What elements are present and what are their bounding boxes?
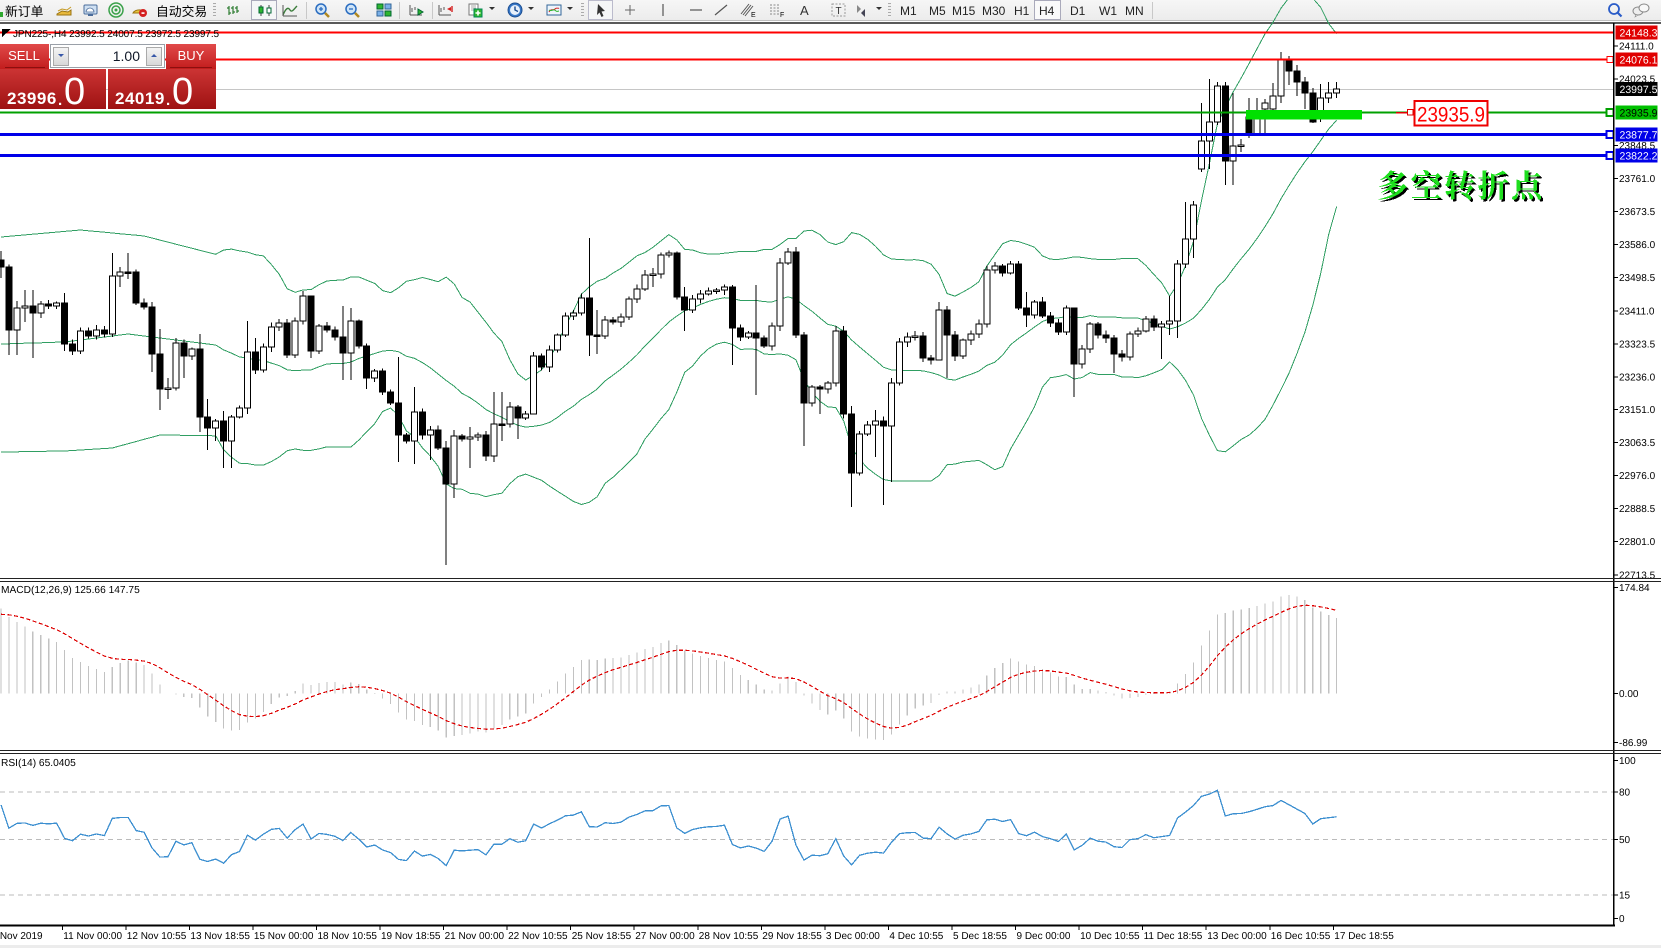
svg-text:23323.5: 23323.5 [1619, 339, 1656, 350]
svg-text:23848.5: 23848.5 [1619, 141, 1656, 152]
svg-text:23586.0: 23586.0 [1619, 240, 1656, 251]
svg-text:23673.5: 23673.5 [1619, 207, 1656, 218]
svg-text:23498.5: 23498.5 [1619, 273, 1656, 284]
svg-text:23761.0: 23761.0 [1619, 174, 1656, 185]
svg-text:F: F [780, 12, 784, 19]
svg-text:23997.5: 23997.5 [1620, 84, 1658, 96]
svg-text:15 Nov 00:00: 15 Nov 00:00 [254, 931, 314, 942]
svg-text:50: 50 [1619, 835, 1631, 846]
svg-text:13 Nov 18:55: 13 Nov 18:55 [190, 931, 250, 942]
svg-text:3 Dec 00:00: 3 Dec 00:00 [826, 931, 880, 942]
svg-text:174.84: 174.84 [1619, 583, 1650, 594]
svg-text:18 Nov 10:55: 18 Nov 10:55 [318, 931, 378, 942]
svg-text:17 Dec 18:55: 17 Dec 18:55 [1334, 931, 1394, 942]
svg-text:11 Nov 00:00: 11 Nov 00:00 [63, 931, 122, 942]
svg-text:23236.0: 23236.0 [1619, 373, 1656, 384]
svg-text:T: T [836, 6, 842, 17]
svg-text:22713.5: 22713.5 [1619, 570, 1656, 581]
svg-text:23411.0: 23411.0 [1619, 306, 1655, 317]
svg-text:22888.5: 22888.5 [1619, 504, 1656, 515]
svg-text:RSI(14) 65.0405: RSI(14) 65.0405 [1, 758, 76, 769]
svg-text:0.00: 0.00 [1619, 689, 1639, 700]
svg-text:4 Dec 10:55: 4 Dec 10:55 [889, 931, 943, 942]
svg-text:23877.7: 23877.7 [1620, 130, 1658, 142]
svg-text:0: 0 [1619, 914, 1625, 925]
svg-text:27 Nov 00:00: 27 Nov 00:00 [635, 931, 695, 942]
svg-text:22976.0: 22976.0 [1619, 471, 1656, 482]
svg-text:Nov 2019: Nov 2019 [0, 931, 43, 942]
svg-text:24023.5: 24023.5 [1619, 75, 1656, 86]
svg-text:28 Nov 10:55: 28 Nov 10:55 [699, 931, 759, 942]
svg-text:29 Nov 18:55: 29 Nov 18:55 [762, 931, 822, 942]
svg-text:15: 15 [1619, 890, 1631, 901]
svg-text:12 Nov 10:55: 12 Nov 10:55 [127, 931, 187, 942]
svg-text:80: 80 [1619, 788, 1631, 799]
svg-text:19 Nov 18:55: 19 Nov 18:55 [381, 931, 441, 942]
svg-text:10 Dec 10:55: 10 Dec 10:55 [1080, 931, 1140, 942]
svg-text:E: E [751, 12, 756, 19]
svg-text:25 Nov 18:55: 25 Nov 18:55 [572, 931, 632, 942]
svg-text:MACD(12,26,9) 125.66 147.75: MACD(12,26,9) 125.66 147.75 [1, 585, 140, 596]
svg-text:22 Nov 10:55: 22 Nov 10:55 [508, 931, 568, 942]
svg-text:5 Dec 18:55: 5 Dec 18:55 [953, 931, 1007, 942]
svg-text:9 Dec 00:00: 9 Dec 00:00 [1017, 931, 1071, 942]
svg-text:23935.9: 23935.9 [1620, 108, 1658, 120]
svg-text:11 Dec 18:55: 11 Dec 18:55 [1144, 931, 1203, 942]
svg-text:13 Dec 00:00: 13 Dec 00:00 [1207, 931, 1267, 942]
svg-text:16 Dec 10:55: 16 Dec 10:55 [1271, 931, 1331, 942]
svg-text:23063.5: 23063.5 [1619, 438, 1656, 449]
svg-text:24111.0: 24111.0 [1619, 42, 1654, 53]
svg-text:21 Nov 00:00: 21 Nov 00:00 [445, 931, 505, 942]
svg-text:-86.99: -86.99 [1619, 738, 1648, 749]
svg-text:23935.9: 23935.9 [1417, 104, 1485, 127]
svg-text:22801.0: 22801.0 [1619, 537, 1656, 548]
svg-text:23151.0: 23151.0 [1619, 405, 1656, 416]
svg-text:24148.3: 24148.3 [1620, 28, 1658, 40]
svg-text:JPN225-,H4 23992.5 24007.5 23: JPN225-,H4 23992.5 24007.5 23972.5 23997… [13, 29, 220, 40]
svg-text:100: 100 [1619, 756, 1636, 767]
svg-text:23822.2: 23822.2 [1620, 151, 1658, 163]
svg-text:24076.1: 24076.1 [1620, 55, 1658, 67]
